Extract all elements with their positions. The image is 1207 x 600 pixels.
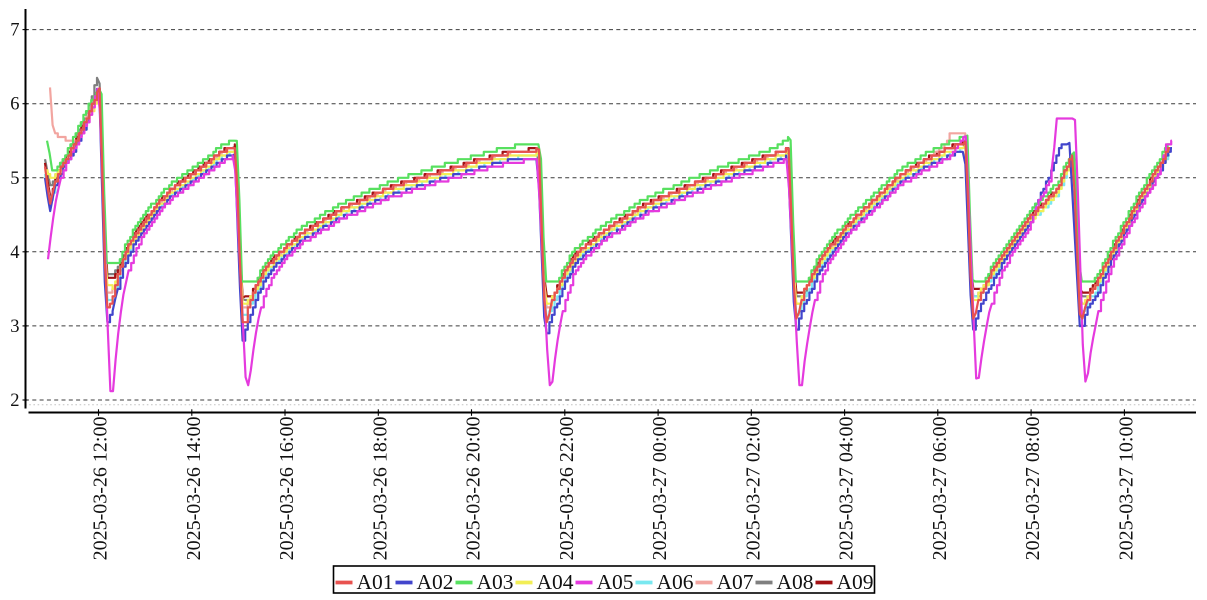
svg-text:A03: A03 (477, 570, 514, 594)
svg-text:3: 3 (10, 317, 19, 337)
svg-text:6: 6 (10, 95, 19, 115)
svg-text:2025-03-27 06:00: 2025-03-27 06:00 (929, 417, 951, 561)
svg-text:A01: A01 (357, 570, 394, 594)
svg-text:5: 5 (10, 169, 19, 189)
svg-text:A07: A07 (717, 570, 754, 594)
svg-text:A02: A02 (417, 570, 454, 594)
svg-text:2025-03-26 14:00: 2025-03-26 14:00 (183, 417, 205, 561)
svg-text:A04: A04 (537, 570, 574, 594)
svg-text:2025-03-27 04:00: 2025-03-27 04:00 (836, 417, 858, 561)
svg-text:A06: A06 (657, 570, 694, 594)
svg-text:2025-03-27 00:00: 2025-03-27 00:00 (649, 417, 671, 561)
svg-text:2025-03-27 02:00: 2025-03-27 02:00 (742, 417, 764, 561)
svg-text:2025-03-26 22:00: 2025-03-26 22:00 (556, 417, 578, 561)
svg-text:4: 4 (10, 243, 19, 263)
svg-text:A09: A09 (837, 570, 874, 594)
svg-text:2025-03-26 16:00: 2025-03-26 16:00 (276, 417, 298, 561)
svg-text:2: 2 (10, 391, 19, 411)
svg-text:A08: A08 (777, 570, 814, 594)
svg-text:A05: A05 (597, 570, 634, 594)
svg-text:2025-03-27 08:00: 2025-03-27 08:00 (1022, 417, 1044, 561)
svg-text:2025-03-26 20:00: 2025-03-26 20:00 (463, 417, 485, 561)
svg-text:2025-03-26 12:00: 2025-03-26 12:00 (90, 417, 112, 561)
svg-text:7: 7 (10, 21, 19, 41)
svg-text:2025-03-27 10:00: 2025-03-27 10:00 (1116, 417, 1138, 561)
svg-text:2025-03-26 18:00: 2025-03-26 18:00 (369, 417, 391, 561)
